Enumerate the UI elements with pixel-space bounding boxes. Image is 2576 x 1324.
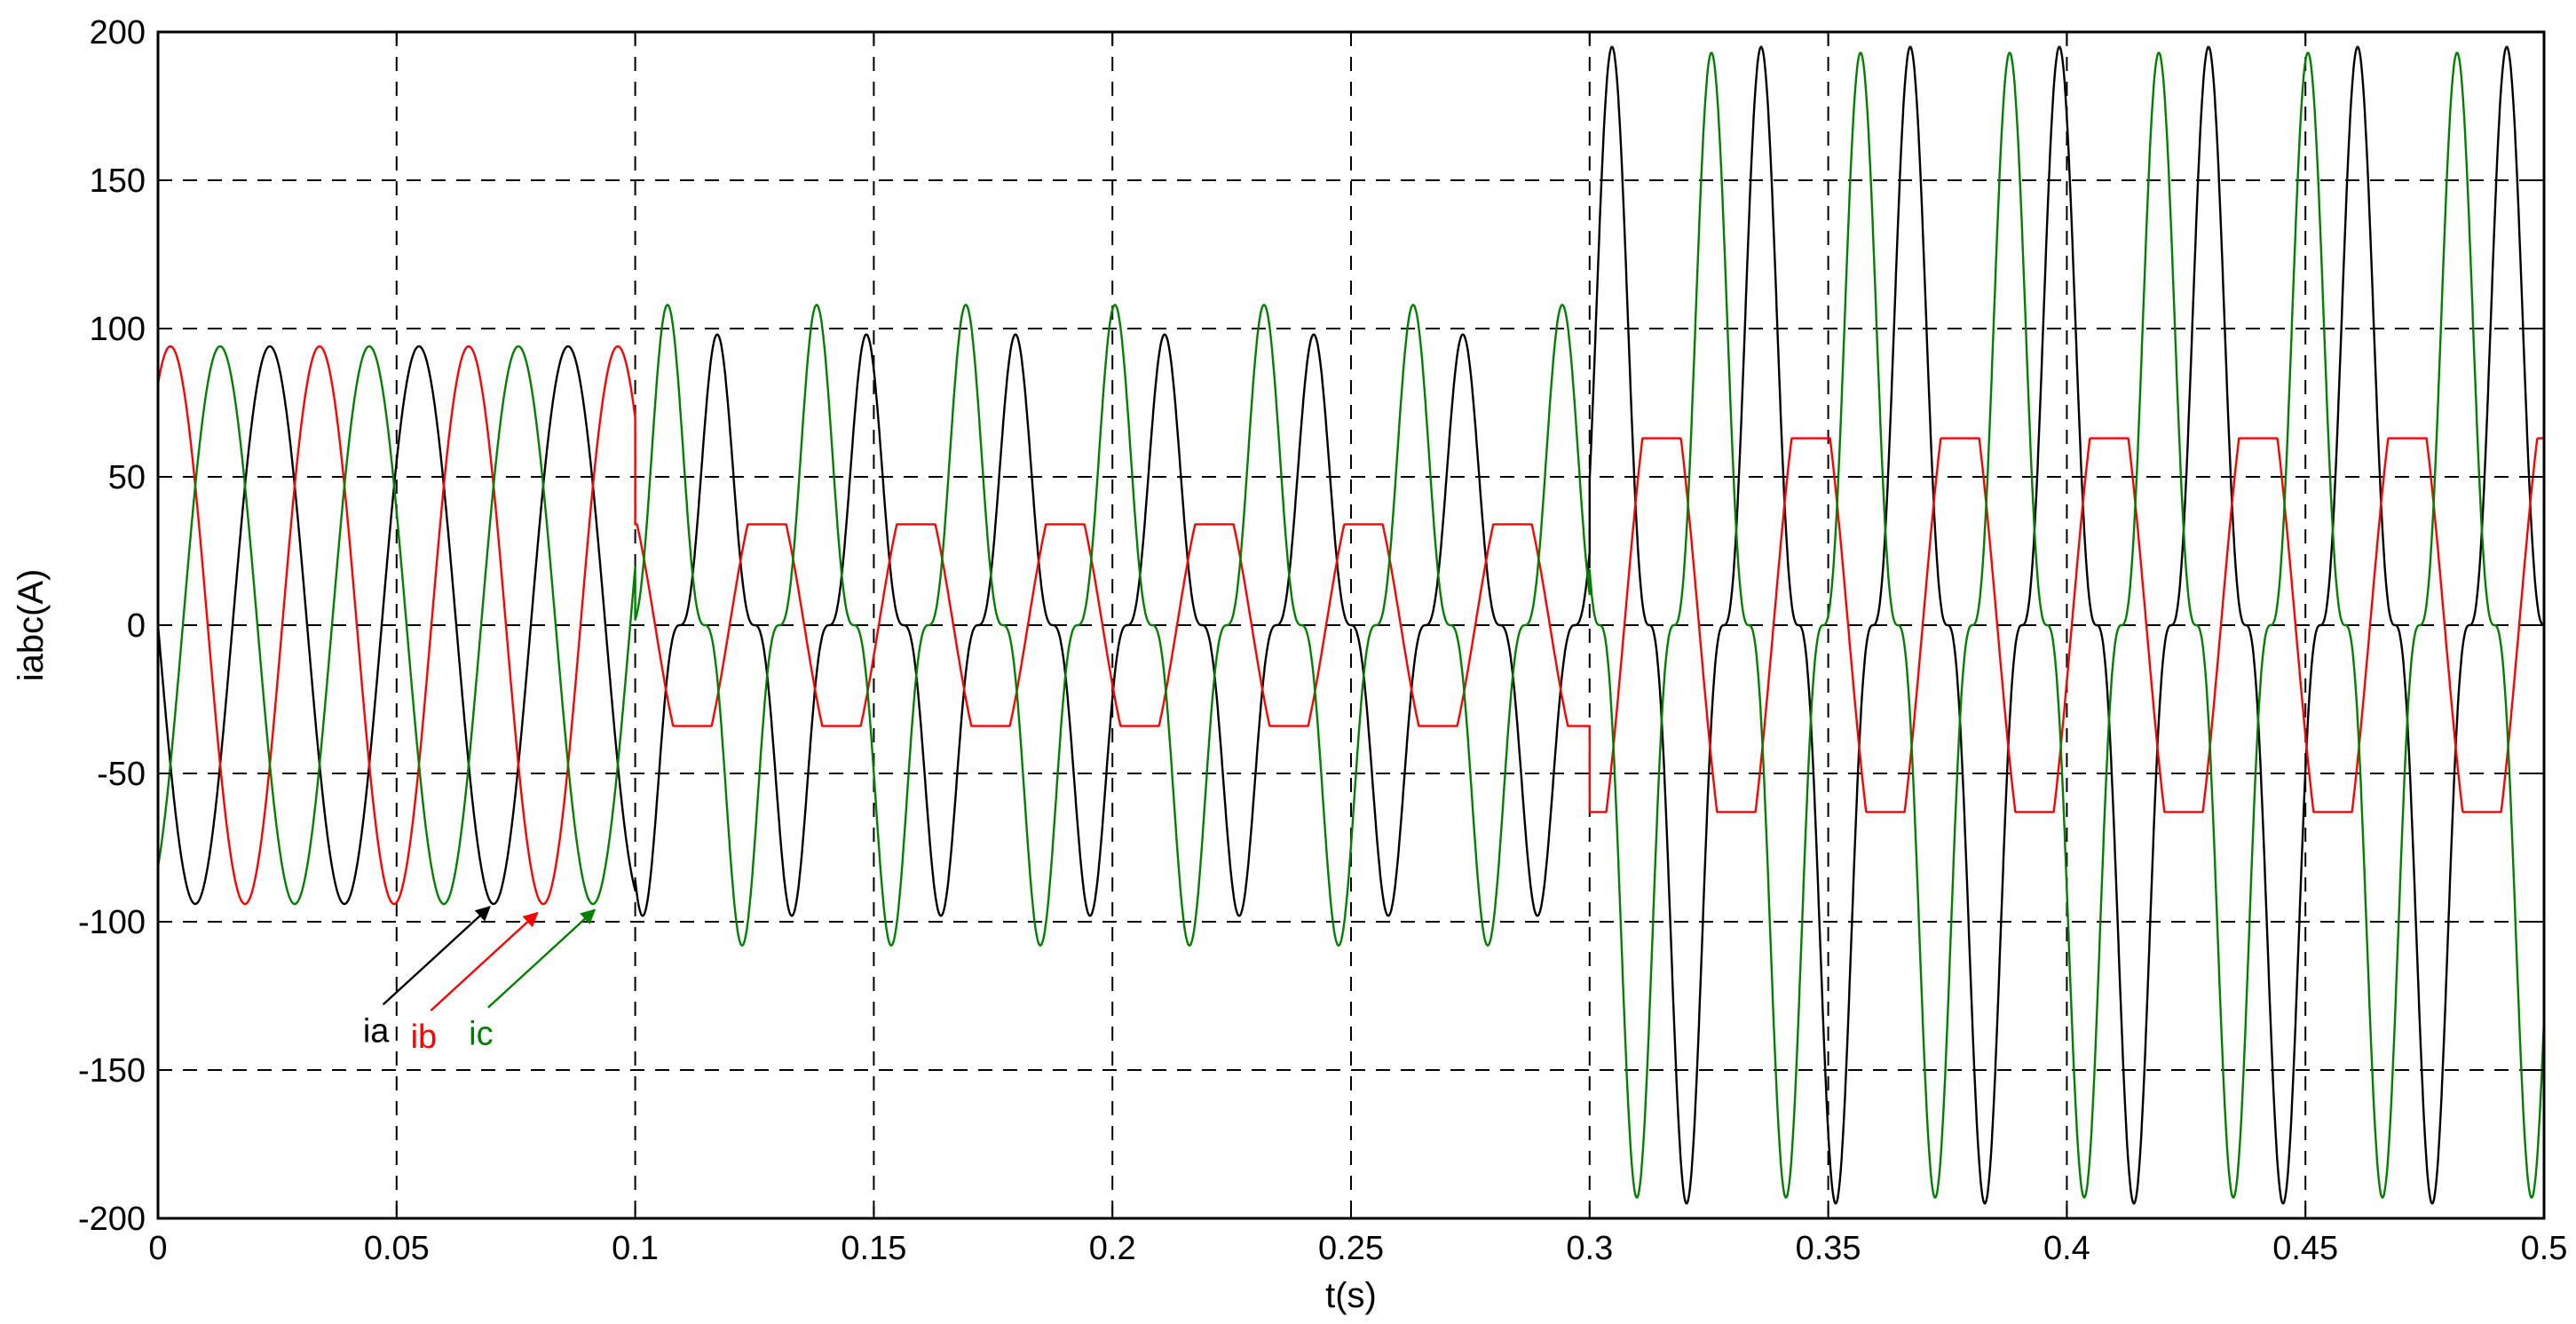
- x-tick-label: 0.45: [2272, 1230, 2338, 1267]
- x-tick-label: 0.05: [364, 1230, 430, 1267]
- series-ic-line: [156, 52, 2546, 1199]
- annotation-arrow-ia: [382, 906, 491, 1006]
- series-ia-line: [156, 45, 2545, 1205]
- y-tick-label: 100: [90, 311, 146, 348]
- y-tick-label: -200: [78, 1201, 146, 1238]
- annotation-label-ib: ib: [411, 1019, 438, 1056]
- y-tick-label: 200: [90, 14, 146, 52]
- x-tick-label: 0.5: [2521, 1230, 2568, 1267]
- annotation-arrow-ic: [487, 908, 597, 1009]
- x-tick-label: 0.4: [2043, 1230, 2090, 1267]
- x-tick-label: 0.3: [1566, 1230, 1613, 1267]
- y-tick-label: -50: [97, 756, 146, 793]
- y-tick-label: 50: [108, 459, 146, 496]
- y-tick-label: -150: [78, 1052, 146, 1090]
- annotation-label-ia: ia: [363, 1012, 390, 1050]
- x-tick-label: 0.1: [612, 1230, 659, 1267]
- x-tick-label: 0.25: [1318, 1230, 1384, 1267]
- series-ib-line: [156, 345, 2545, 906]
- y-tick-label: -100: [78, 904, 146, 941]
- x-tick-label: 0.2: [1089, 1230, 1136, 1267]
- x-tick-label: 0.35: [1796, 1230, 1861, 1267]
- annotation-label-ic: ic: [469, 1016, 493, 1053]
- series-layer: [156, 45, 2546, 1205]
- tick-layer: 0 0.05 0.1 0.15 0.2 0.25 0.3 0.35 0.4 0.45 0.5 -200…: [78, 14, 2567, 1267]
- y-tick-label: 0: [127, 607, 146, 645]
- annotation-layer: ia ib ic: [363, 906, 597, 1056]
- x-axis-label: t(s): [1325, 1276, 1377, 1315]
- y-tick-label: 150: [90, 163, 146, 200]
- x-tick-label: 0: [148, 1230, 167, 1267]
- x-tick-label: 0.15: [841, 1230, 906, 1267]
- y-axis-label: iabc(A): [12, 569, 51, 682]
- annotation-arrow-ib: [430, 911, 539, 1011]
